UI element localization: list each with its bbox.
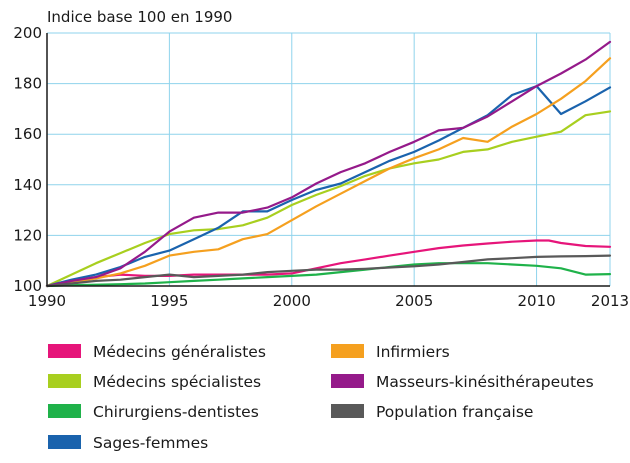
y-tick-label: 180 — [13, 75, 42, 93]
x-tick-label: 2000 — [273, 292, 311, 310]
legend-label: Médecins spécialistes — [93, 373, 261, 391]
y-axis-unit-label: Indice base 100 en 1990 — [47, 8, 232, 26]
legend-swatch — [331, 404, 364, 418]
x-tick-label: 2005 — [395, 292, 433, 310]
legend-label: Infirmiers — [376, 343, 450, 361]
legend-swatch — [48, 374, 81, 388]
series-line-4 — [45, 57, 612, 288]
y-tick-label: 160 — [13, 125, 42, 143]
series-line-6 — [45, 254, 612, 288]
legend-swatch — [48, 404, 81, 418]
y-tick-label: 200 — [13, 24, 42, 42]
legend-swatch — [48, 344, 81, 358]
grid — [46, 32, 611, 287]
series-line-2 — [45, 262, 612, 288]
x-tick-label: 2013 — [591, 292, 629, 310]
legend-label: Population française — [376, 403, 533, 421]
series-line-3 — [45, 84, 612, 288]
legend-label: Chirurgiens-dentistes — [93, 403, 259, 421]
series-line-5 — [45, 40, 612, 288]
legend-label: Masseurs-kinésithérapeutes — [376, 373, 594, 391]
y-tick-label: 140 — [13, 176, 42, 194]
series-line-0 — [45, 239, 612, 288]
x-tick-label: 2010 — [517, 292, 555, 310]
series-line-1 — [45, 110, 612, 288]
axes: 100 120 140 160 180 200 1990 1995 2000 2005 2010 20… — [13, 24, 629, 310]
x-tick-label: 1990 — [28, 292, 66, 310]
legend-swatch — [48, 435, 81, 449]
y-tick-label: 120 — [13, 226, 42, 244]
x-tick-label: 1995 — [150, 292, 188, 310]
legend-swatch — [331, 344, 364, 358]
legend-swatch — [331, 374, 364, 388]
legend-label: Médecins généralistes — [93, 343, 266, 361]
legend-label: Sages-femmes — [93, 434, 208, 452]
legend: Médecins généralistes Infirmiers Médecins … — [48, 343, 594, 452]
y-tick-label: 100 — [13, 277, 42, 295]
series-lines — [45, 40, 612, 288]
